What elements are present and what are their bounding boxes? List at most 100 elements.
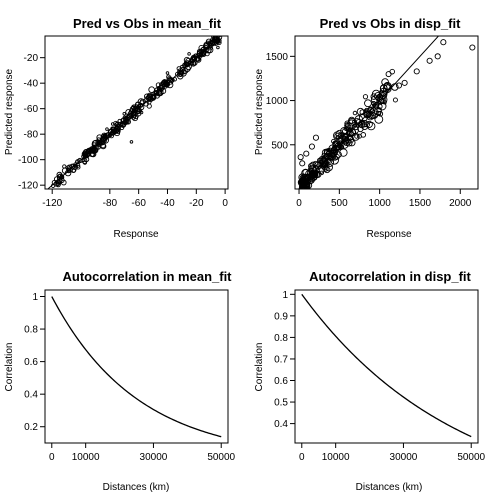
- data-point: [337, 132, 345, 139]
- panel-pred-vs-obs-disp: Pred vs Obs in disp_fit 0 500 1000 1500 2000…: [254, 16, 479, 240]
- x-axis: 0 10000 30000 50000: [49, 443, 236, 463]
- x-axis: 0 10000 30000 50000: [299, 443, 486, 463]
- y-tick-label: 0.4: [24, 390, 38, 401]
- correlation-curve: [51, 296, 222, 438]
- x-tick-label: 50000: [457, 452, 485, 463]
- y-tick-label: -60: [24, 104, 39, 115]
- x-tick-label: 0: [49, 452, 55, 463]
- data-point: [308, 162, 315, 170]
- data-point: [347, 127, 356, 137]
- data-point: [184, 65, 191, 72]
- data-point: [215, 38, 221, 43]
- data-point: [217, 31, 221, 35]
- chart-title: Pred vs Obs in disp_fit: [320, 16, 462, 31]
- data-point: [156, 88, 164, 96]
- data-point: [378, 95, 388, 104]
- data-point: [131, 109, 136, 114]
- data-point: [105, 127, 109, 131]
- data-point: [362, 94, 369, 100]
- data-point: [73, 162, 78, 167]
- x-tick-label: 1500: [409, 198, 432, 209]
- data-point: [469, 44, 476, 51]
- data-point: [110, 122, 115, 126]
- plot-frame: [44, 289, 229, 444]
- plot-frame: [294, 289, 479, 444]
- data-point: [79, 159, 83, 163]
- data-point: [201, 46, 206, 52]
- data-point: [326, 161, 331, 166]
- data-point: [120, 122, 126, 128]
- data-point: [334, 132, 341, 140]
- x-axis: -120 -80 -60 -40 -20 0: [42, 189, 228, 209]
- x-tick-label: 2000: [449, 198, 472, 209]
- x-axis: 0 500 1000 1500 2000: [296, 189, 472, 209]
- x-tick-label: 30000: [390, 452, 418, 463]
- y-tick-label: 1: [32, 292, 38, 303]
- data-point: [328, 147, 333, 153]
- data-point: [302, 175, 311, 183]
- data-point: [374, 114, 384, 124]
- chart-title: Autocorrelation in disp_fit: [309, 269, 471, 284]
- x-tick-label: 10000: [72, 452, 100, 463]
- data-point: [344, 120, 351, 127]
- data-point: [135, 107, 143, 114]
- data-point: [172, 77, 177, 82]
- data-point: [75, 163, 81, 168]
- plot-area: [297, 36, 476, 189]
- data-point: [366, 121, 376, 131]
- data-point: [360, 121, 366, 126]
- x-tick-label: -120: [42, 198, 62, 209]
- y-tick-label: -80: [24, 130, 39, 141]
- plot-frame: [294, 35, 479, 190]
- chart-title: Pred vs Obs in mean_fit: [73, 16, 222, 31]
- y-tick-label: -20: [24, 53, 39, 64]
- y-axis-label: Correlation: [254, 343, 265, 392]
- data-point: [170, 77, 175, 83]
- data-point: [333, 139, 340, 147]
- y-tick-label: 0.8: [274, 333, 288, 344]
- data-point: [82, 160, 88, 165]
- x-tick-label: -60: [131, 198, 146, 209]
- data-point: [206, 40, 210, 45]
- data-point: [95, 139, 101, 145]
- data-point: [183, 61, 190, 68]
- y-tick-label: -100: [18, 155, 38, 166]
- data-point: [150, 94, 156, 99]
- data-point: [297, 154, 304, 161]
- data-point: [302, 169, 309, 176]
- panel-autocorrelation-mean: Autocorrelation in mean_fit 0 10000 30000 5…: [4, 269, 236, 493]
- plot-marks: [47, 31, 223, 189]
- y-tick-label: 0.9: [274, 311, 288, 322]
- x-axis-label: Distances (km): [356, 482, 423, 493]
- x-axis-label: Distances (km): [103, 482, 170, 493]
- y-tick-label: 1000: [266, 96, 289, 107]
- data-point: [89, 146, 97, 153]
- data-point: [301, 185, 310, 189]
- plot-frame: [44, 35, 229, 190]
- data-point: [312, 134, 320, 141]
- data-point: [381, 78, 389, 86]
- data-point: [143, 101, 149, 107]
- data-point: [163, 81, 170, 88]
- data-point: [216, 45, 220, 50]
- x-axis-label: Response: [366, 229, 411, 240]
- data-point: [192, 60, 198, 66]
- y-tick-label: 0.5: [274, 398, 288, 409]
- data-point: [129, 140, 134, 144]
- data-point: [389, 68, 396, 75]
- x-tick-label: -80: [103, 198, 118, 209]
- plot-marks: [51, 296, 222, 438]
- y-axis: 500 1000 1500: [266, 52, 295, 151]
- x-tick-label: 10000: [322, 452, 350, 463]
- data-point: [96, 137, 101, 142]
- data-point: [114, 125, 121, 133]
- data-point: [132, 106, 139, 113]
- y-tick-label: 1500: [266, 52, 289, 63]
- data-point: [92, 139, 100, 147]
- data-point: [321, 164, 328, 171]
- data-point: [347, 119, 357, 129]
- data-point: [137, 98, 145, 105]
- x-tick-label: 500: [331, 198, 348, 209]
- x-tick-label: -40: [160, 198, 175, 209]
